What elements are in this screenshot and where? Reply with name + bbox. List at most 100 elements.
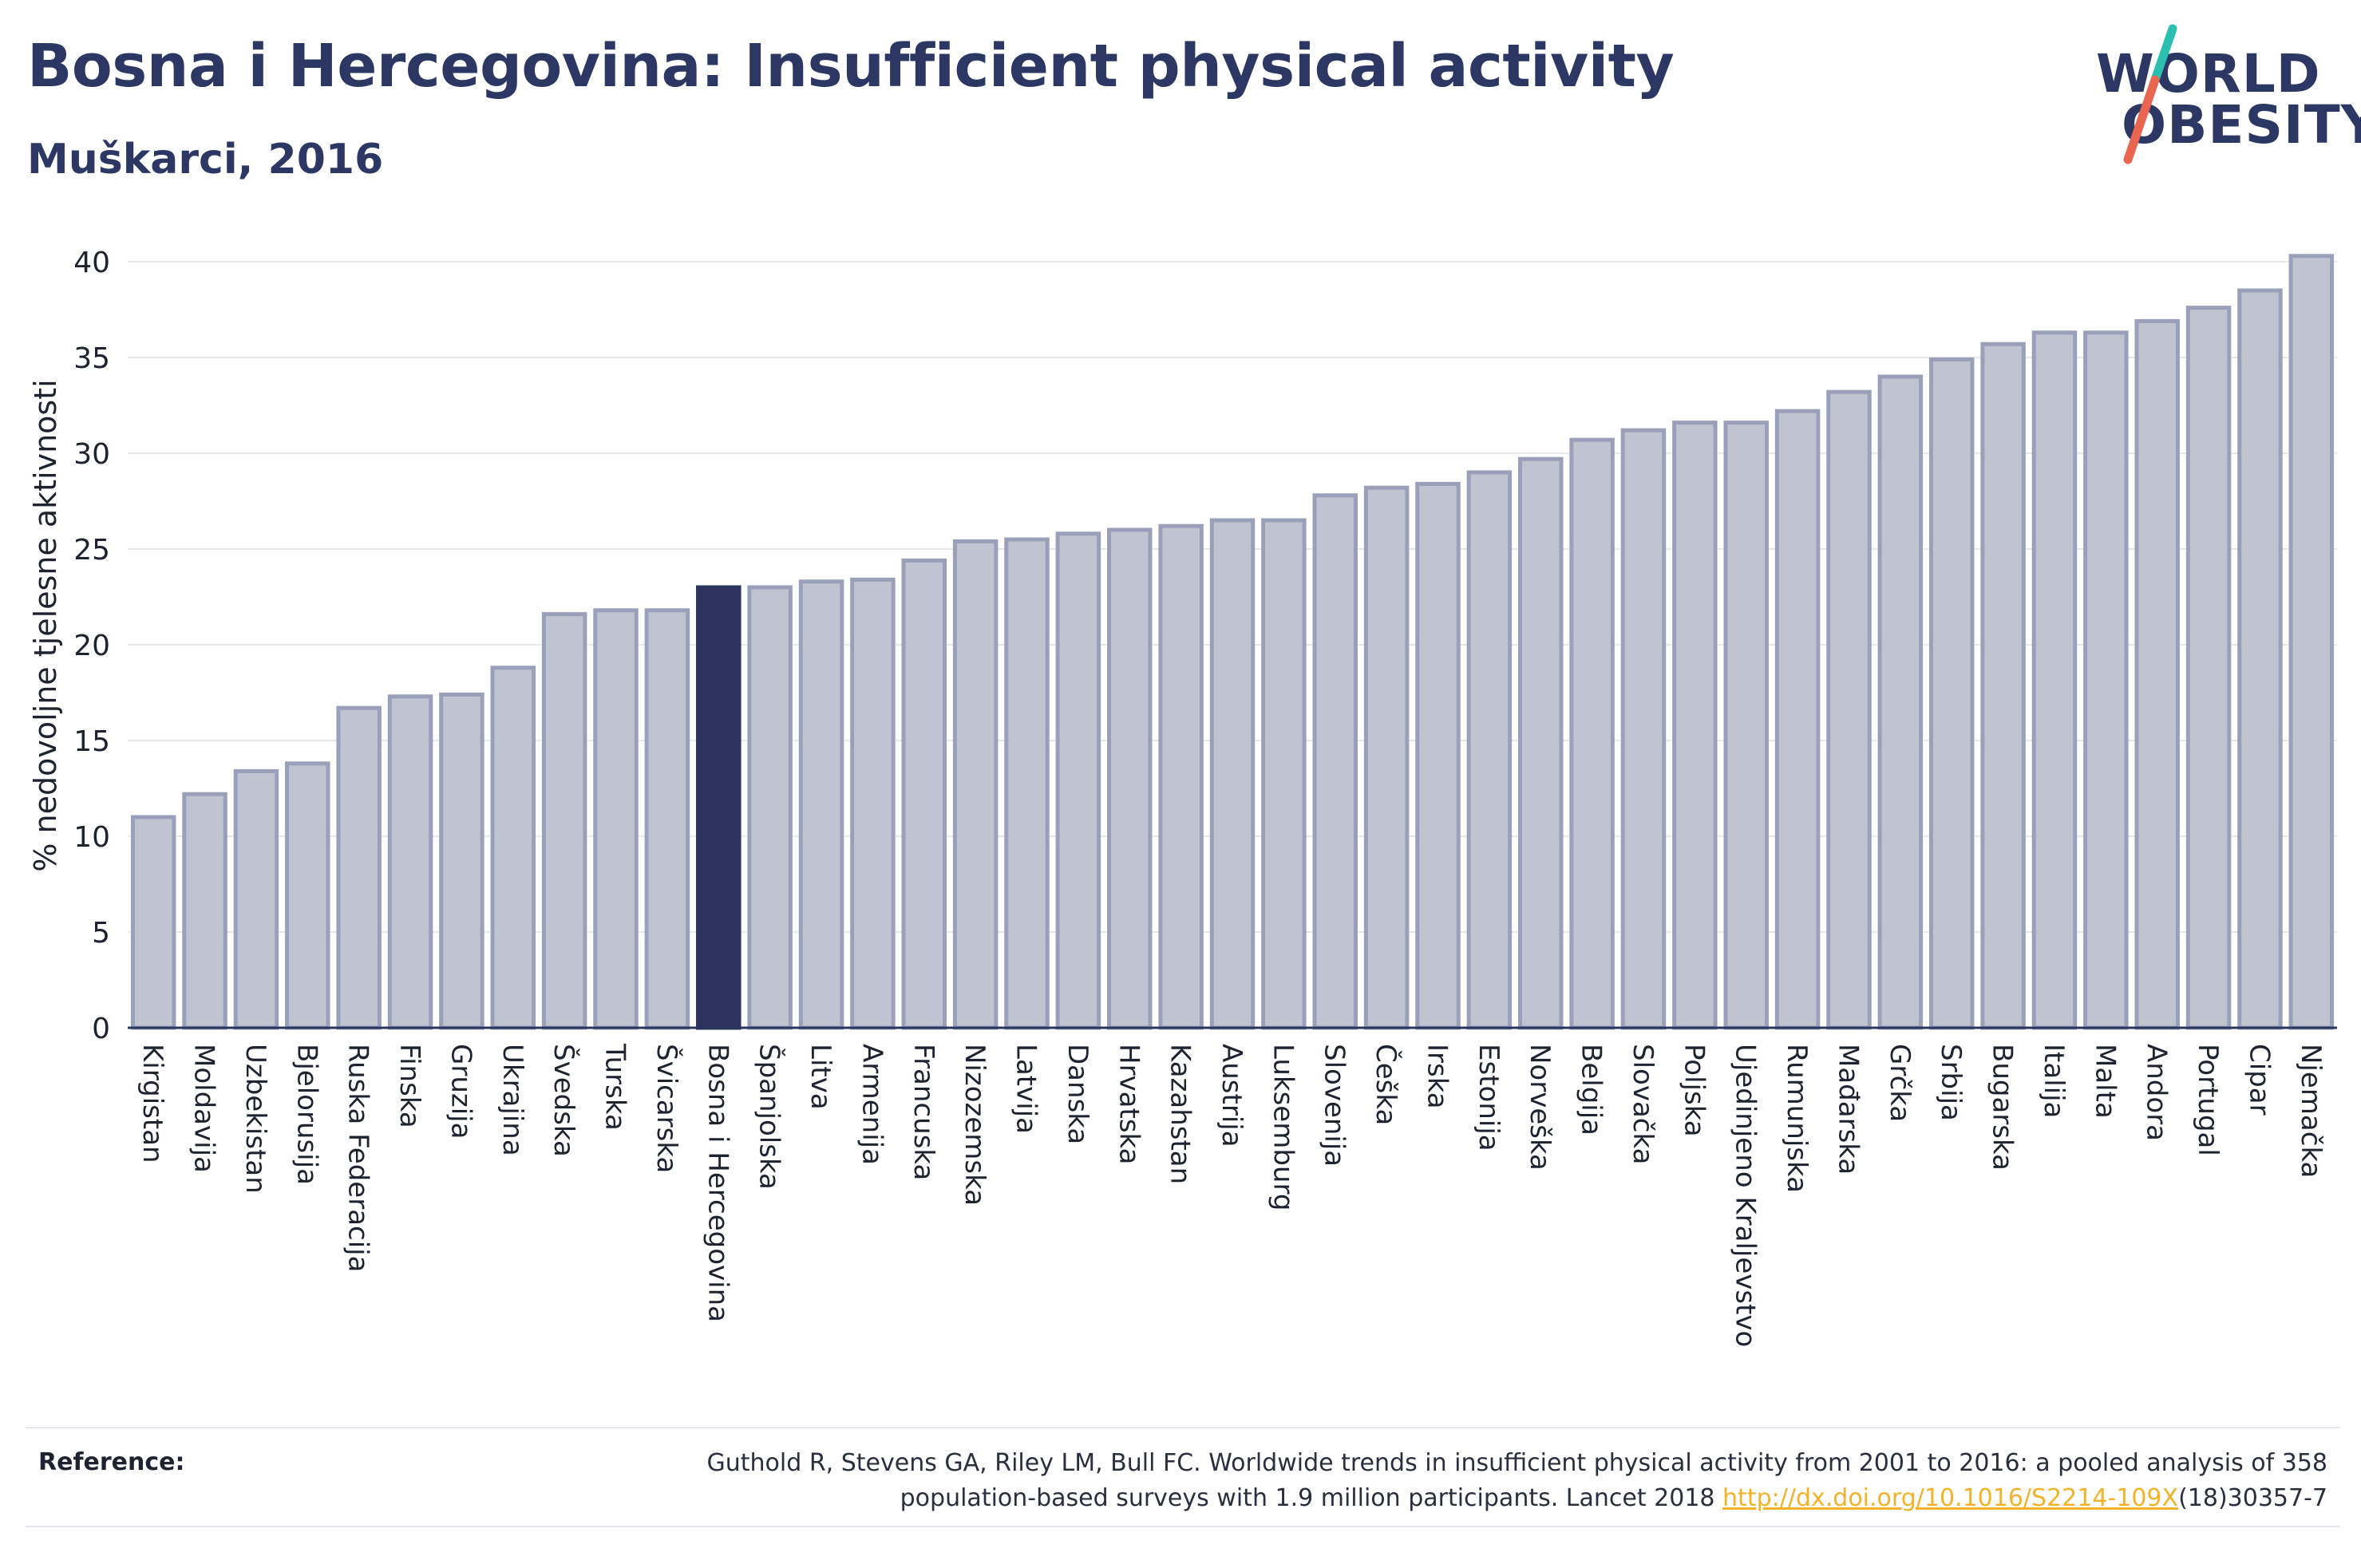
y-tick-label: 35 bbox=[73, 342, 110, 375]
bar bbox=[490, 666, 536, 1030]
bar bbox=[1826, 389, 1872, 1030]
bar bbox=[901, 558, 947, 1030]
x-tick-label: Belgija bbox=[1576, 1044, 1608, 1136]
y-tick-label: 20 bbox=[73, 630, 110, 662]
bar bbox=[747, 585, 793, 1030]
x-tick-label: Malta bbox=[2089, 1044, 2121, 1119]
logo-word-obesity: OBESITY bbox=[2122, 94, 2361, 156]
x-tick-label: Srbija bbox=[1935, 1044, 1967, 1121]
x-tick-label: Portugal bbox=[2192, 1044, 2224, 1156]
x-tick-label: Bosna i Hercegovina bbox=[702, 1044, 734, 1322]
bar bbox=[2134, 318, 2180, 1030]
bar bbox=[182, 792, 227, 1030]
reference-doi-link[interactable]: http://dx.doi.org/10.1016/S2214-109X bbox=[1722, 1484, 2179, 1512]
bar-highlighted bbox=[696, 585, 742, 1030]
bar bbox=[798, 579, 844, 1030]
reference-line-2-prefix: population-based surveys with 1.9 millio… bbox=[900, 1484, 1723, 1512]
x-tick-label: Kazahstan bbox=[1165, 1044, 1196, 1184]
bar bbox=[593, 608, 639, 1030]
bar bbox=[2031, 330, 2078, 1030]
bar bbox=[1928, 357, 1975, 1030]
reference-text: Guthold R, Stevens GA, Riley LM, Bull FC… bbox=[492, 1446, 2327, 1516]
x-tick-label: Ruska Federacija bbox=[342, 1044, 374, 1272]
x-tick-label: Mađarska bbox=[1832, 1044, 1864, 1175]
bar bbox=[644, 608, 690, 1030]
x-tick-label: Gruzija bbox=[445, 1044, 477, 1139]
bar bbox=[336, 705, 382, 1030]
reference-divider-bottom bbox=[26, 1526, 2340, 1527]
bar bbox=[1209, 518, 1256, 1030]
reference-line-1: Guthold R, Stevens GA, Riley LM, Bull FC… bbox=[706, 1449, 2327, 1477]
bar bbox=[2288, 254, 2335, 1030]
bar bbox=[541, 612, 587, 1030]
x-tick-label: Estonija bbox=[1473, 1044, 1505, 1151]
x-tick-label: Finska bbox=[394, 1044, 425, 1128]
reference-label: Reference: bbox=[38, 1448, 185, 1476]
world-obesity-logo: WORLD OBESITY bbox=[2083, 24, 2361, 168]
reference-line-2: population-based surveys with 1.9 millio… bbox=[492, 1481, 2327, 1516]
bar bbox=[952, 539, 999, 1030]
y-axis-label: % nedovoljne tjelesne aktivnosti bbox=[28, 379, 63, 871]
bar bbox=[1466, 470, 1513, 1030]
x-tick-label: Češka bbox=[1370, 1044, 1402, 1125]
x-tick-label: Cipar bbox=[2243, 1044, 2275, 1116]
x-tick-label: Luksemburg bbox=[1267, 1044, 1299, 1211]
x-tick-label: Bjelorusija bbox=[291, 1044, 322, 1185]
x-tick-label: Bugarska bbox=[1987, 1044, 2019, 1171]
bar bbox=[1774, 409, 1821, 1030]
y-tick-label: 10 bbox=[73, 821, 110, 854]
bar bbox=[1877, 374, 1924, 1030]
x-tick-label: Danska bbox=[1062, 1044, 1093, 1144]
x-tick-label: Armenija bbox=[856, 1044, 888, 1165]
x-tick-label: Švicarska bbox=[651, 1044, 683, 1173]
x-tick-label: Turska bbox=[599, 1043, 631, 1131]
x-tick-label: Njemačka bbox=[2295, 1044, 2327, 1178]
y-tick-label: 30 bbox=[73, 438, 110, 471]
x-tick-label: Uzbekistan bbox=[239, 1044, 271, 1194]
bar bbox=[1980, 342, 2026, 1030]
x-tick-label: Nizozemska bbox=[959, 1044, 991, 1206]
reference-divider-top bbox=[26, 1427, 2340, 1428]
y-tick-label: 25 bbox=[73, 534, 110, 567]
bar bbox=[387, 694, 433, 1030]
reference-line-2-suffix: (18)30357-7 bbox=[2178, 1484, 2327, 1512]
bar bbox=[1055, 531, 1101, 1030]
bar-chart: 0 5 10 15 20 25 30 35 40 % nedovoljne tjelesne ak… bbox=[28, 247, 2337, 1347]
x-tick-label: Grčka bbox=[1884, 1044, 1916, 1122]
x-tick-label: Slovenija bbox=[1319, 1044, 1351, 1167]
y-tick-label: 5 bbox=[92, 917, 110, 950]
bar bbox=[1107, 527, 1153, 1030]
x-tick-label: Ujedinjeno Kraljevstvo bbox=[1730, 1044, 1762, 1347]
bar bbox=[1363, 485, 1410, 1030]
x-tick-label: Norveška bbox=[1524, 1044, 1556, 1171]
logo-slash-icon bbox=[2123, 24, 2177, 164]
bar bbox=[1312, 493, 1358, 1030]
x-tick-label: Hrvatska bbox=[1113, 1044, 1145, 1164]
bar bbox=[1620, 428, 1667, 1030]
x-tick-label: Austrija bbox=[1216, 1044, 1248, 1147]
x-tick-label: Latvija bbox=[1010, 1044, 1042, 1134]
bar bbox=[439, 692, 484, 1030]
x-tick-label: Kirgistan bbox=[136, 1044, 168, 1163]
x-tick-label: Andora bbox=[2141, 1044, 2173, 1141]
chart-title: Bosna i Hercegovina: Insufficient physic… bbox=[27, 32, 1675, 101]
y-tick-label: 40 bbox=[73, 247, 110, 279]
bar bbox=[1158, 523, 1204, 1030]
x-tick-label: Francuska bbox=[908, 1044, 939, 1180]
bar bbox=[1569, 437, 1615, 1030]
bar bbox=[1517, 456, 1564, 1030]
bar bbox=[233, 768, 279, 1030]
bar bbox=[2083, 330, 2129, 1030]
chart-subtitle: Muškarci, 2016 bbox=[27, 136, 384, 184]
x-tick-label: Poljska bbox=[1678, 1044, 1710, 1137]
bar bbox=[1723, 421, 1769, 1030]
bar bbox=[2185, 306, 2232, 1030]
x-tick-label: Španjolska bbox=[753, 1044, 786, 1190]
x-tick-label: Irska bbox=[1421, 1044, 1453, 1109]
bar bbox=[1415, 481, 1461, 1030]
bar bbox=[1261, 518, 1307, 1030]
bar bbox=[1004, 537, 1050, 1030]
x-tick-label: Moldavija bbox=[188, 1044, 220, 1173]
y-tick-label: 15 bbox=[73, 725, 110, 758]
x-tick-label: Rumunjska bbox=[1781, 1044, 1813, 1193]
